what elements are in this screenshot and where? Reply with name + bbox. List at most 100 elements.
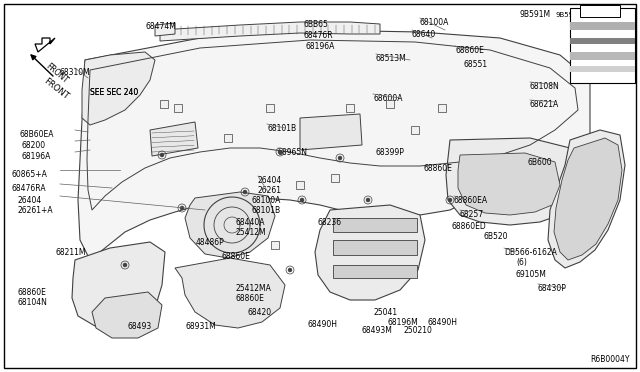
- Text: 25412M: 25412M: [236, 228, 267, 237]
- Text: 68100A: 68100A: [420, 18, 449, 27]
- Polygon shape: [160, 22, 380, 41]
- Text: 68493: 68493: [128, 322, 152, 331]
- Text: 25041: 25041: [374, 308, 398, 317]
- Text: 9B591M: 9B591M: [520, 10, 551, 19]
- Text: 6B600: 6B600: [527, 158, 552, 167]
- Circle shape: [160, 153, 164, 157]
- Text: 68600A: 68600A: [373, 94, 403, 103]
- Bar: [296, 181, 304, 189]
- Text: 68211M: 68211M: [55, 248, 86, 257]
- Polygon shape: [333, 218, 417, 232]
- Text: 25412MA: 25412MA: [236, 284, 272, 293]
- Polygon shape: [175, 258, 285, 328]
- Text: 68101B: 68101B: [267, 124, 296, 133]
- Text: (6): (6): [516, 258, 527, 267]
- Circle shape: [338, 156, 342, 160]
- Text: 68257: 68257: [460, 210, 484, 219]
- Text: SEE SEC 240: SEE SEC 240: [90, 88, 138, 97]
- Polygon shape: [35, 38, 55, 52]
- Bar: [160, 100, 168, 108]
- Text: 6BB65: 6BB65: [303, 20, 328, 29]
- Text: 26261+A: 26261+A: [18, 206, 54, 215]
- Text: 26404: 26404: [18, 196, 42, 205]
- Text: SEE SEC 240: SEE SEC 240: [90, 88, 138, 97]
- Bar: [174, 104, 182, 112]
- Polygon shape: [155, 23, 175, 36]
- Polygon shape: [548, 130, 625, 268]
- Polygon shape: [78, 30, 590, 260]
- Text: 68420: 68420: [248, 308, 272, 317]
- Bar: [570, 66, 635, 72]
- Text: 68490H: 68490H: [308, 320, 338, 329]
- Circle shape: [180, 206, 184, 210]
- Text: 68430P: 68430P: [538, 284, 567, 293]
- Bar: [411, 126, 419, 134]
- Text: 68399P: 68399P: [375, 148, 404, 157]
- Text: 68100A: 68100A: [251, 196, 280, 205]
- Polygon shape: [72, 242, 165, 328]
- Text: 68860ED: 68860ED: [452, 222, 487, 231]
- Circle shape: [300, 198, 304, 202]
- Polygon shape: [185, 192, 275, 258]
- Text: 48486P: 48486P: [196, 238, 225, 247]
- Polygon shape: [458, 153, 560, 215]
- Text: 68440A: 68440A: [236, 218, 266, 227]
- Text: 68476R: 68476R: [303, 31, 333, 40]
- Bar: [224, 134, 232, 142]
- Text: 68860E: 68860E: [222, 252, 251, 261]
- Text: DB566-6162A: DB566-6162A: [504, 248, 557, 257]
- Text: LABEL: LABEL: [572, 32, 594, 38]
- Bar: [570, 8, 635, 83]
- Circle shape: [123, 263, 127, 267]
- Text: 68513M: 68513M: [376, 54, 407, 63]
- Text: 68493M: 68493M: [362, 326, 393, 335]
- Text: 250210: 250210: [404, 326, 433, 335]
- Text: 68200: 68200: [22, 141, 46, 150]
- Polygon shape: [300, 114, 362, 150]
- Text: 26261: 26261: [258, 186, 282, 195]
- Text: 68965N: 68965N: [278, 148, 308, 157]
- Bar: [266, 104, 274, 112]
- Text: 68474M: 68474M: [145, 22, 176, 31]
- Circle shape: [243, 190, 247, 194]
- Text: 68860EA: 68860EA: [454, 196, 488, 205]
- Bar: [580, 5, 620, 17]
- Polygon shape: [333, 240, 417, 255]
- Text: 68101B: 68101B: [251, 206, 280, 215]
- Polygon shape: [446, 138, 580, 225]
- Bar: [331, 174, 339, 182]
- Text: 9B591M: 9B591M: [555, 12, 584, 18]
- Text: 68621A: 68621A: [530, 100, 559, 109]
- Text: 69105M: 69105M: [516, 270, 547, 279]
- Circle shape: [366, 198, 370, 202]
- Text: 68B60EA: 68B60EA: [20, 130, 54, 139]
- Polygon shape: [150, 122, 198, 156]
- Text: 68551: 68551: [464, 60, 488, 69]
- Bar: [570, 22, 635, 30]
- Circle shape: [288, 268, 292, 272]
- Text: 68931M: 68931M: [185, 322, 216, 331]
- Text: 6B520: 6B520: [484, 232, 509, 241]
- Text: 68860E: 68860E: [236, 294, 265, 303]
- Text: 68640: 68640: [412, 30, 436, 39]
- Bar: [438, 104, 446, 112]
- Text: 68196A: 68196A: [305, 42, 334, 51]
- Polygon shape: [554, 138, 622, 260]
- Text: R6B0004Y: R6B0004Y: [591, 355, 630, 364]
- Text: 68108N: 68108N: [530, 82, 560, 91]
- Text: 68196M: 68196M: [388, 318, 419, 327]
- Text: FRONT: FRONT: [44, 62, 70, 86]
- Text: 68860E: 68860E: [455, 46, 484, 55]
- Text: 68104N: 68104N: [18, 298, 48, 307]
- Polygon shape: [333, 265, 417, 278]
- Text: FRONT: FRONT: [42, 76, 70, 101]
- Text: CAUTION: CAUTION: [572, 22, 604, 28]
- Bar: [346, 104, 354, 112]
- Text: 68476RA: 68476RA: [12, 184, 47, 193]
- Bar: [386, 100, 394, 108]
- Text: 68196A: 68196A: [22, 152, 51, 161]
- Bar: [570, 52, 635, 60]
- Text: 68860E: 68860E: [18, 288, 47, 297]
- Text: 68310M: 68310M: [60, 68, 91, 77]
- Circle shape: [278, 150, 282, 154]
